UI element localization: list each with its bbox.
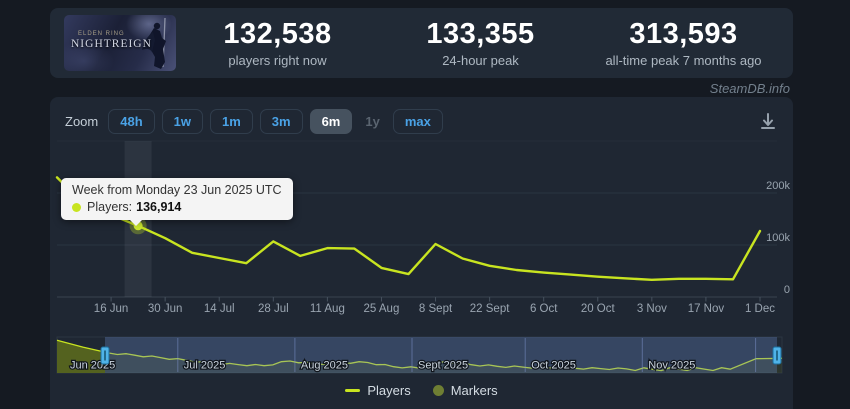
chart-toolbar: Zoom 48h 1w 1m 3m 6m 1y max bbox=[50, 105, 793, 137]
tooltip-title: Week from Monday 23 Jun 2025 UTC bbox=[72, 183, 282, 197]
tooltip-players-row: Players: 136,914 bbox=[72, 200, 282, 214]
navigator-month-label: Oct 2025 bbox=[531, 360, 576, 372]
x-axis-label: 28 Jul bbox=[258, 303, 289, 315]
24h-peak-label: 24-hour peak bbox=[442, 53, 519, 68]
alltime-peak-value: 313,593 bbox=[629, 18, 738, 50]
navigator-month-label: Nov 2025 bbox=[648, 360, 695, 372]
game-title: NIGHTREIGN bbox=[71, 38, 152, 50]
navigator-month-label: Jul 2025 bbox=[184, 360, 226, 372]
x-axis-label: 3 Nov bbox=[637, 303, 667, 315]
24h-peak-value: 133,355 bbox=[426, 18, 535, 50]
x-axis-label: 16 Jun bbox=[94, 303, 129, 315]
markers-dot-swatch-icon bbox=[432, 385, 444, 396]
knight-artwork-icon bbox=[142, 17, 166, 69]
x-axis-label: 8 Sept bbox=[419, 303, 453, 315]
y-axis-label: 200k bbox=[766, 180, 790, 192]
x-axis-label: 14 Jul bbox=[204, 303, 235, 315]
zoom-48h-button[interactable]: 48h bbox=[108, 108, 155, 134]
game-capsule-image[interactable]: ELDEN RING NIGHTREIGN bbox=[64, 15, 176, 71]
stat-24h-peak: 133,355 24-hour peak bbox=[379, 18, 582, 68]
navigator-month-label: Aug 2025 bbox=[301, 360, 348, 372]
zoom-1m-button[interactable]: 1m bbox=[209, 108, 253, 134]
y-axis-label: 0 bbox=[784, 284, 790, 296]
zoom-button-group: 48h 1w 1m 3m 6m 1y max bbox=[108, 108, 450, 134]
zoom-3m-button[interactable]: 3m bbox=[259, 108, 303, 134]
current-players-label: players right now bbox=[228, 53, 327, 68]
y-axis-label: 100k bbox=[766, 232, 790, 244]
series-dot-icon bbox=[72, 202, 81, 212]
stats-group: 132,538 players right now 133,355 24-hou… bbox=[176, 18, 793, 68]
legend-players-label: Players bbox=[367, 383, 411, 398]
navigator-area-unmasked bbox=[57, 340, 105, 373]
zoom-1y-button: 1y bbox=[359, 109, 385, 134]
zoom-max-button[interactable]: max bbox=[392, 108, 443, 134]
players-series-line[interactable] bbox=[55, 176, 762, 282]
stat-current-players: 132,538 players right now bbox=[176, 18, 379, 68]
x-axis-label: 22 Sept bbox=[470, 303, 510, 315]
zoom-6m-button[interactable]: 6m bbox=[309, 108, 353, 134]
chart-tooltip: Week from Monday 23 Jun 2025 UTC Players… bbox=[61, 178, 293, 226]
download-icon-button[interactable] bbox=[755, 109, 781, 138]
tooltip-series-label: Players: bbox=[87, 200, 133, 214]
game-title-top: ELDEN RING bbox=[78, 31, 125, 37]
x-axis-label: 1 Dec bbox=[745, 303, 775, 315]
steamdb-watermark: SteamDB.info bbox=[709, 81, 790, 96]
zoom-1w-button[interactable]: 1w bbox=[161, 108, 203, 134]
current-players-value: 132,538 bbox=[223, 18, 332, 50]
legend-item-players[interactable]: Players bbox=[345, 383, 411, 398]
x-axis-label: 17 Nov bbox=[688, 303, 725, 315]
x-axis-label: 11 Aug bbox=[310, 303, 345, 315]
download-icon bbox=[761, 113, 775, 129]
x-axis-label: 30 Jun bbox=[148, 303, 183, 315]
chart-panel: Zoom 48h 1w 1m 3m 6m 1y max 200k 100k 0 16 Jun 30 … bbox=[50, 97, 793, 409]
legend-markers-label: Markers bbox=[450, 383, 498, 398]
stats-bar: ELDEN RING NIGHTREIGN 132,538 players ri… bbox=[50, 8, 793, 78]
player-count-chart: 200k 100k 0 16 Jun 30 Jun 14 Jul 28 Jul 11 Aug 2… bbox=[55, 140, 790, 374]
navigator: Jun 2025 Jul 2025 Aug 2025 Sept 2025 Oct 202… bbox=[56, 336, 783, 374]
x-axis-label: 20 Oct bbox=[581, 303, 616, 315]
stat-alltime-peak: 313,593 all-time peak 7 months ago bbox=[582, 18, 785, 68]
zoom-label: Zoom bbox=[65, 113, 99, 129]
tooltip-arrow bbox=[129, 219, 143, 226]
legend-item-markers[interactable]: Markers bbox=[432, 383, 498, 398]
tooltip-value: 136,914 bbox=[136, 200, 182, 214]
alltime-peak-label: all-time peak 7 months ago bbox=[605, 53, 762, 68]
x-axis-label: 25 Aug bbox=[364, 303, 400, 315]
x-axis-label: 6 Oct bbox=[530, 303, 558, 315]
players-line-swatch-icon bbox=[345, 389, 361, 392]
navigator-series-line bbox=[56, 339, 783, 372]
chart-legend: Players Markers bbox=[50, 383, 793, 398]
navigator-month-label: Sept 2025 bbox=[418, 360, 468, 372]
navigator-selected-range[interactable] bbox=[105, 337, 777, 373]
